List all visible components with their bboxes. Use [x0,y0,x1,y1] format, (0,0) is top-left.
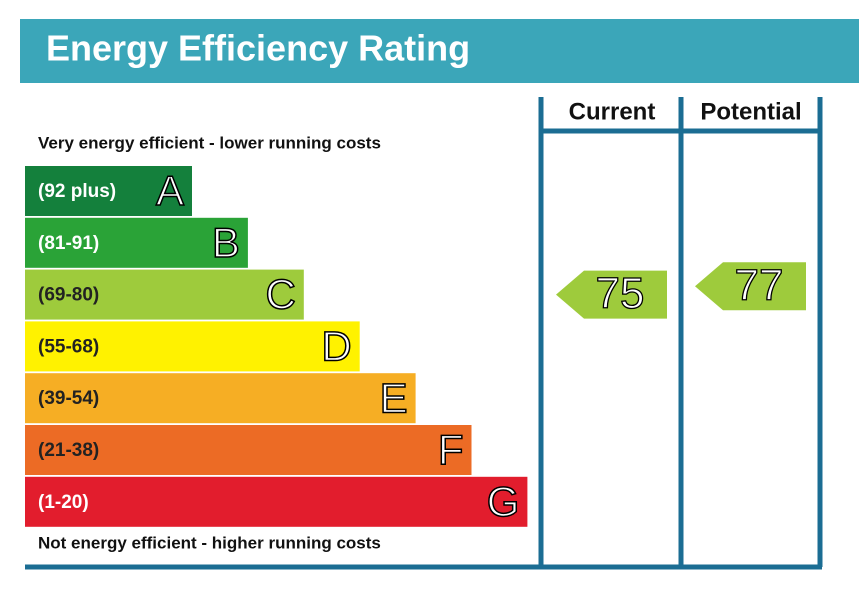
rating-value: 77 [735,261,784,310]
band-bar [25,321,360,372]
rating-value: 75 [596,269,645,318]
bottom-note: Not energy efficient - higher running co… [38,533,381,552]
band-bar [25,217,248,268]
band-range: (21-38) [38,440,99,461]
rating-arrow [556,270,667,319]
band-bar [25,166,192,216]
band-range: (69-80) [38,285,99,306]
band-range: (1-20) [38,492,89,513]
title-bar [20,19,859,83]
top-note: Very energy efficient - lower running co… [38,133,381,152]
band-letter: F [438,426,464,473]
column-header: Current [569,98,656,125]
rating-arrow [695,262,806,311]
band-letter: E [380,374,408,421]
band-letter: D [321,322,351,369]
chart-title: Energy Efficiency Rating [46,28,470,69]
band-range: (81-91) [38,233,99,254]
column-header: Potential [700,98,801,125]
band-range: (55-68) [38,336,99,357]
frame [25,97,823,570]
band-letter: C [265,271,295,318]
band-bar [25,425,472,475]
band-range: (39-54) [38,388,99,409]
band-bar [25,269,304,320]
band-bar [25,476,528,527]
band-bar [25,373,416,424]
band-range: (92 plus) [38,181,116,202]
band-letter: A [156,167,184,214]
band-letter: B [212,219,240,266]
band-letter: G [487,478,520,525]
